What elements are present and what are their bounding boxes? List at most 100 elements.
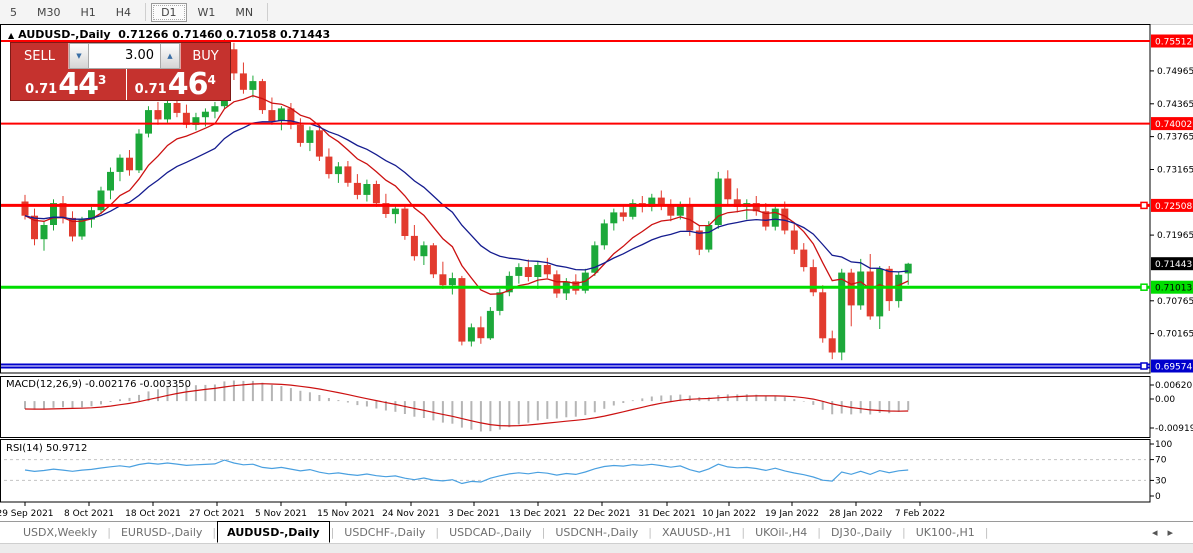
tab-separator: |	[648, 526, 653, 539]
chart-canvas[interactable]: 0.74965 0.74365 0.73765 0.73165 0.71965 0.707…	[0, 24, 1193, 525]
sell-button[interactable]: SELL	[11, 43, 69, 69]
svg-text:0.70165: 0.70165	[1157, 330, 1193, 340]
sell-price-pip: 3	[97, 73, 107, 87]
svg-text:10 Jan 2022: 10 Jan 2022	[702, 509, 756, 519]
timeframe-button-5[interactable]: 5	[10, 5, 17, 19]
volume-decrease-button[interactable]: ▼	[69, 43, 89, 69]
date-axis[interactable]: 29 Sep 2021 8 Oct 2021 18 Oct 2021 27 Oct 2…	[0, 502, 945, 519]
chart-ohlc-values: 0.71266 0.71460 0.71058 0.71443	[118, 28, 331, 41]
price-divider	[126, 69, 127, 100]
price-badge	[1151, 117, 1193, 131]
rsi-panel[interactable]	[0, 439, 1151, 503]
moving-average-9	[24, 95, 909, 295]
svg-text:0.72508: 0.72508	[1155, 202, 1192, 212]
tab-separator: |	[741, 526, 746, 539]
svg-text:-0.009197: -0.009197	[1155, 424, 1193, 434]
svg-text:7 Feb 2022: 7 Feb 2022	[895, 509, 945, 519]
tab-dj30-daily[interactable]: DJ30-,Daily	[830, 526, 892, 539]
svg-text:31 Dec 2021: 31 Dec 2021	[638, 509, 696, 519]
tab-xauusd-h1[interactable]: XAUUSD-,H1	[662, 526, 732, 539]
tab-separator: |	[435, 526, 440, 539]
svg-text:0.73765: 0.73765	[1157, 133, 1193, 143]
timeframe-button-w1[interactable]: W1	[197, 5, 216, 19]
timeframe-toolbar: 5 M30 H1 H4 D1 W1 MN	[0, 0, 1193, 25]
tab-usdcad-daily[interactable]: USDCAD-,Daily	[449, 526, 532, 539]
price-axis[interactable]: 0.74965 0.74365 0.73765 0.73165 0.71965 0.707…	[1150, 34, 1193, 503]
tab-separator: |	[107, 526, 111, 539]
tab-separator: |	[984, 526, 989, 539]
timeframe-button-m30[interactable]: M30	[37, 5, 61, 19]
svg-text:8 Oct 2021: 8 Oct 2021	[64, 509, 114, 519]
symbol-tab-bar: USDX,Weekly | EURUSD-,Daily | AUDUSD-,Daily |…	[0, 520, 1193, 543]
volume-input[interactable]: 3.00	[89, 43, 160, 69]
timeframe-button-h4[interactable]: H4	[115, 5, 132, 19]
timeframe-button-mn[interactable]: MN	[235, 5, 254, 19]
chart-svg[interactable]: 0.74965 0.74365 0.73765 0.73165 0.71965 0.707…	[0, 24, 1193, 521]
svg-text:0.75512: 0.75512	[1155, 38, 1192, 48]
tab-usdcnh-daily[interactable]: USDCNH-,Daily	[555, 526, 639, 539]
svg-text:15 Nov 2021: 15 Nov 2021	[317, 509, 375, 519]
tab-separator: |	[817, 526, 821, 539]
rsi-indicator-label: RSI(14) 50.9712	[6, 443, 88, 454]
tab-usdx-weekly[interactable]: USDX,Weekly	[23, 526, 98, 539]
price-badge	[1151, 359, 1193, 373]
tab-ukoil-h4[interactable]: UKOil-,H4	[755, 526, 808, 539]
svg-text:0.006201: 0.006201	[1155, 381, 1193, 391]
tab-usdchf-daily[interactable]: USDCHF-,Daily	[344, 526, 426, 539]
svg-text:0.71013: 0.71013	[1155, 284, 1192, 294]
buy-price[interactable]: 0.71 46 4	[121, 69, 231, 100]
chart-collapse-icon[interactable]: ▲	[8, 31, 15, 40]
svg-text:19 Jan 2022: 19 Jan 2022	[765, 509, 819, 519]
macd-signal-line	[24, 383, 909, 427]
tab-eurusd-daily[interactable]: EURUSD-,Daily	[120, 526, 203, 539]
svg-text:27 Oct 2021: 27 Oct 2021	[189, 509, 245, 519]
svg-text:28 Jan 2022: 28 Jan 2022	[829, 509, 883, 519]
svg-text:0.70765: 0.70765	[1157, 297, 1193, 307]
svg-text:5 Nov 2021: 5 Nov 2021	[255, 509, 307, 519]
tab-separator: |	[330, 526, 335, 539]
svg-text:0.73165: 0.73165	[1157, 166, 1193, 176]
svg-text:22 Dec 2021: 22 Dec 2021	[573, 509, 631, 519]
scroll-right-icon[interactable]: ▸	[1167, 526, 1183, 539]
svg-text:24 Nov 2021: 24 Nov 2021	[382, 509, 440, 519]
rsi-line	[24, 459, 909, 485]
tab-separator: |	[902, 526, 906, 539]
svg-text:0.74002: 0.74002	[1155, 120, 1192, 130]
svg-text:18 Oct 2021: 18 Oct 2021	[125, 509, 181, 519]
svg-text:0.00: 0.00	[1155, 395, 1175, 405]
chart-symbol-label: AUDUSD-,Daily	[18, 28, 111, 41]
horizontal-level-lines[interactable]	[1, 40, 1150, 370]
level-anchor-handle	[1140, 283, 1148, 291]
price-badge	[1151, 34, 1193, 48]
tab-uk100-h1[interactable]: UK100-,H1	[915, 526, 975, 539]
macd-indicator-label: MACD(12,26,9) -0.002176 -0.003350	[6, 379, 191, 390]
svg-text:30: 30	[1155, 476, 1167, 486]
tab-separator: |	[541, 526, 546, 539]
svg-text:0.71443: 0.71443	[1155, 260, 1192, 270]
tab-scroll-arrows[interactable]: ◂▸	[1152, 526, 1183, 539]
chart-title: ▲ AUDUSD-,Daily 0.71266 0.71460 0.71058 0…	[8, 28, 330, 41]
svg-text:70: 70	[1155, 456, 1167, 466]
timeframe-button-d1[interactable]: D1	[151, 2, 187, 22]
price-badge	[1151, 257, 1193, 271]
svg-text:100: 100	[1155, 440, 1172, 450]
svg-text:0: 0	[1155, 492, 1161, 502]
svg-text:0.71965: 0.71965	[1157, 231, 1193, 241]
volume-increase-button[interactable]: ▲	[160, 43, 180, 69]
sell-price[interactable]: 0.71 44 3	[11, 69, 121, 100]
svg-text:13 Dec 2021: 13 Dec 2021	[509, 509, 567, 519]
svg-text:3 Dec 2021: 3 Dec 2021	[448, 509, 500, 519]
scroll-left-icon[interactable]: ◂	[1151, 526, 1168, 539]
toolbar-separator	[145, 3, 147, 21]
chevron-up-icon: ▲	[167, 52, 173, 60]
buy-price-pip: 4	[207, 73, 216, 87]
tab-audusd-daily[interactable]: AUDUSD-,Daily	[217, 520, 330, 543]
moving-average-19	[24, 119, 909, 273]
sell-price-prefix: 0.71	[25, 82, 58, 97]
timeframe-button-h1[interactable]: H1	[80, 5, 96, 19]
buy-button[interactable]: BUY	[180, 43, 230, 69]
svg-text:0.74965: 0.74965	[1157, 67, 1193, 77]
buy-price-prefix: 0.71	[134, 82, 167, 97]
toolbar-separator	[267, 3, 269, 21]
